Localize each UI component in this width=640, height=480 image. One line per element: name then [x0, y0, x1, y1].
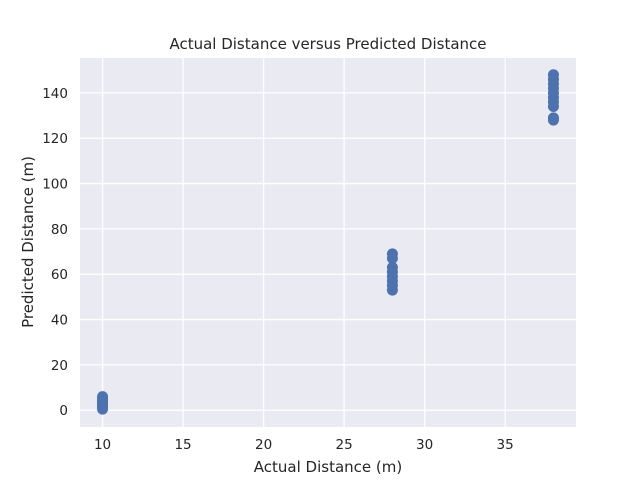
x-tick-label: 25 [336, 437, 353, 453]
y-tick-label: 100 [42, 177, 68, 193]
scatter-point [547, 69, 559, 81]
x-tick-label: 15 [174, 437, 191, 453]
x-tick-label: 10 [94, 437, 111, 453]
x-tick-labels: 10 15 20 25 30 35 [94, 437, 514, 453]
scatter-point [386, 261, 398, 273]
x-tick-label: 20 [255, 437, 272, 453]
x-tick-label: 35 [497, 437, 514, 453]
scatter-point [97, 391, 109, 403]
y-tick-labels: 0 20 40 60 80 100 120 140 [42, 86, 68, 419]
scatter-point [386, 248, 398, 260]
x-axis-label: Actual Distance (m) [254, 458, 402, 476]
y-tick-label: 80 [51, 222, 68, 238]
plot-background [80, 58, 576, 427]
x-tick-label: 30 [416, 437, 433, 453]
y-tick-label: 40 [51, 313, 68, 329]
y-tick-label: 60 [51, 267, 68, 283]
y-axis-label: Predicted Distance (m) [19, 156, 37, 328]
y-tick-label: 20 [51, 358, 68, 374]
data-points [97, 69, 559, 415]
grid-lines [80, 58, 576, 427]
y-tick-label: 120 [42, 131, 68, 147]
y-tick-label: 0 [59, 403, 68, 419]
y-tick-label: 140 [42, 86, 68, 102]
chart-title: Actual Distance versus Predicted Distanc… [169, 35, 486, 53]
scatter-point [547, 112, 559, 124]
